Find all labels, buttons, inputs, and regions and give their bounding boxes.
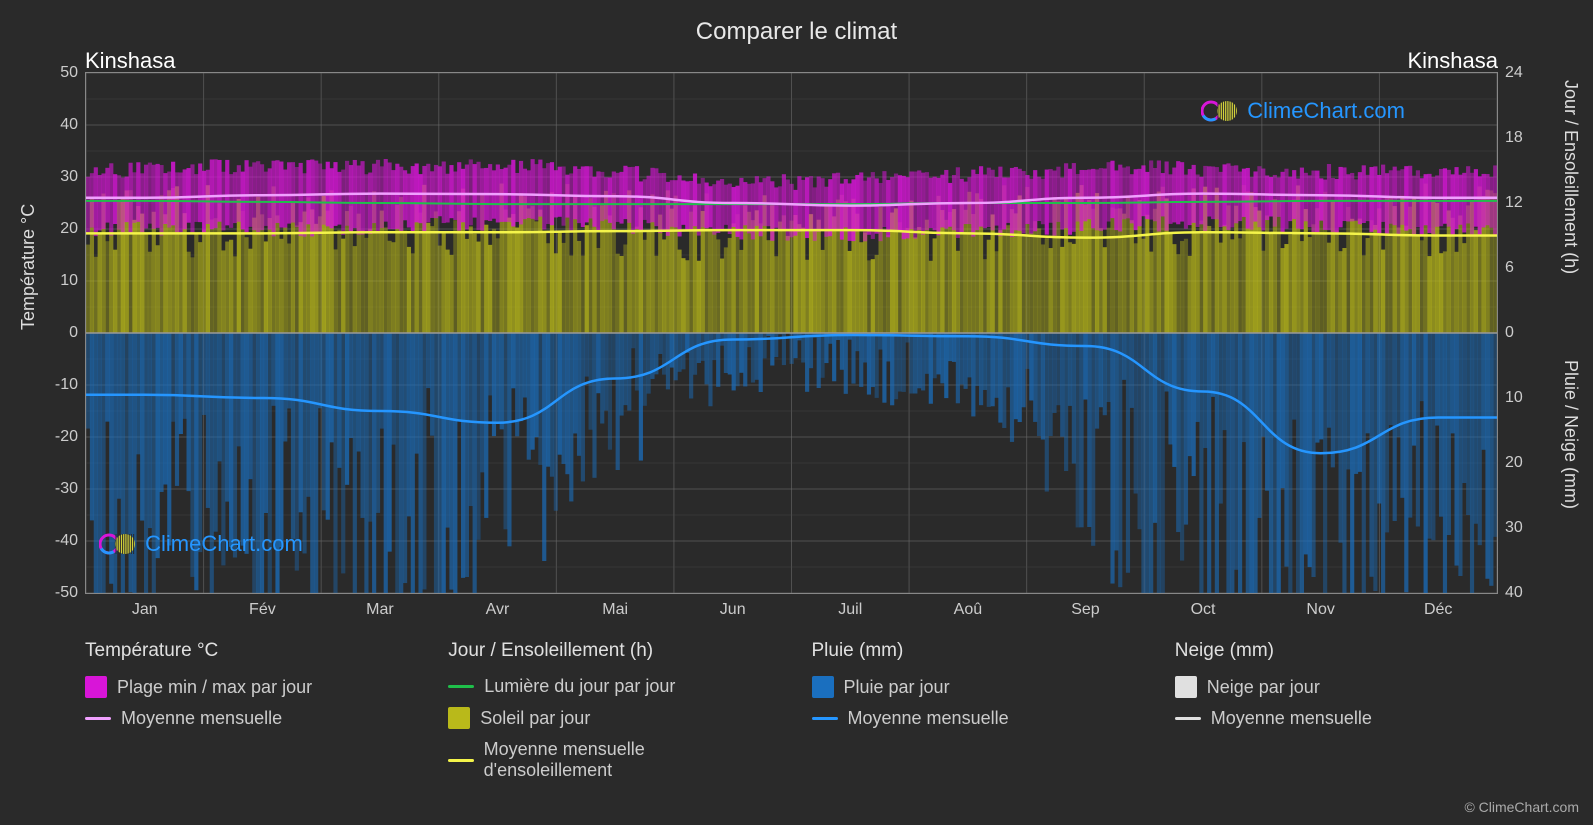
tick-month: Mar bbox=[366, 593, 394, 619]
tick-right-hours: 12 bbox=[1497, 194, 1523, 212]
tick-right-hours: 24 bbox=[1497, 64, 1523, 82]
city-label-right: Kinshasa bbox=[1407, 48, 1498, 74]
legend: Température °C Plage min / max par jour … bbox=[85, 640, 1498, 781]
legend-col-temp: Température °C Plage min / max par jour … bbox=[85, 640, 408, 781]
tick-left: 40 bbox=[60, 116, 86, 134]
legend-label: Moyenne mensuelle bbox=[121, 708, 282, 729]
legend-header-day: Jour / Ensoleillement (h) bbox=[448, 640, 771, 662]
legend-label: Soleil par jour bbox=[480, 708, 590, 729]
y-axis-left-label: Température °C bbox=[18, 204, 39, 330]
tick-left: -50 bbox=[55, 584, 86, 602]
legend-label: Neige par jour bbox=[1207, 677, 1320, 698]
legend-header-rain: Pluie (mm) bbox=[812, 640, 1135, 662]
tick-month: Aoû bbox=[954, 593, 982, 619]
tick-left: 30 bbox=[60, 168, 86, 186]
legend-label: Pluie par jour bbox=[844, 677, 950, 698]
tick-right-hours: 0 bbox=[1497, 324, 1514, 342]
tick-left: -20 bbox=[55, 428, 86, 446]
tick-left: 0 bbox=[69, 324, 86, 342]
tick-left: 50 bbox=[60, 64, 86, 82]
tick-month: Oct bbox=[1191, 593, 1216, 619]
tick-right-mm: 20 bbox=[1497, 454, 1523, 472]
tick-month: Sep bbox=[1071, 593, 1099, 619]
legend-item-daylight: Lumière du jour par jour bbox=[448, 676, 771, 697]
swatch-daylight bbox=[448, 685, 474, 688]
y-axis-right-bottom-label: Pluie / Neige (mm) bbox=[1560, 360, 1581, 509]
tick-month: Jan bbox=[132, 593, 158, 619]
legend-item-rain-daily: Pluie par jour bbox=[812, 676, 1135, 698]
swatch-rain-avg bbox=[812, 717, 838, 720]
tick-month: Fév bbox=[249, 593, 276, 619]
swatch-temp-avg bbox=[85, 717, 111, 720]
legend-col-rain: Pluie (mm) Pluie par jour Moyenne mensue… bbox=[812, 640, 1135, 781]
copyright-text: © ClimeChart.com bbox=[1464, 799, 1579, 815]
tick-month: Avr bbox=[486, 593, 510, 619]
legend-col-snow: Neige (mm) Neige par jour Moyenne mensue… bbox=[1175, 640, 1498, 781]
plot-svg bbox=[86, 73, 1497, 593]
swatch-temp-range bbox=[85, 676, 107, 698]
legend-item-sun-avg: Moyenne mensuelle d'ensoleillement bbox=[448, 739, 771, 781]
swatch-sun-avg bbox=[448, 759, 473, 762]
tick-right-hours: 18 bbox=[1497, 129, 1523, 147]
tick-left: -10 bbox=[55, 376, 86, 394]
legend-item-rain-avg: Moyenne mensuelle bbox=[812, 708, 1135, 729]
swatch-sun bbox=[448, 707, 470, 729]
tick-month: Mai bbox=[602, 593, 628, 619]
y-axis-right-top-label: Jour / Ensoleillement (h) bbox=[1560, 80, 1581, 274]
plot-area: 50403020100-10-20-30-40-5024181260102030… bbox=[85, 72, 1498, 594]
tick-right-mm: 30 bbox=[1497, 519, 1523, 537]
swatch-rain bbox=[812, 676, 834, 698]
tick-right-mm: 10 bbox=[1497, 389, 1523, 407]
legend-label: Moyenne mensuelle bbox=[848, 708, 1009, 729]
legend-item-snow-avg: Moyenne mensuelle bbox=[1175, 708, 1498, 729]
legend-label: Moyenne mensuelle bbox=[1211, 708, 1372, 729]
legend-item-temp-range: Plage min / max par jour bbox=[85, 676, 408, 698]
legend-label: Lumière du jour par jour bbox=[484, 676, 675, 697]
tick-left: -40 bbox=[55, 532, 86, 550]
tick-month: Jun bbox=[720, 593, 746, 619]
legend-item-temp-avg: Moyenne mensuelle bbox=[85, 708, 408, 729]
swatch-snow-avg bbox=[1175, 717, 1201, 720]
swatch-snow bbox=[1175, 676, 1197, 698]
tick-month: Nov bbox=[1306, 593, 1334, 619]
city-label-left: Kinshasa bbox=[85, 48, 176, 74]
tick-left: 20 bbox=[60, 220, 86, 238]
legend-header-snow: Neige (mm) bbox=[1175, 640, 1498, 662]
tick-right-mm: 40 bbox=[1497, 584, 1523, 602]
legend-header-temp: Température °C bbox=[85, 640, 408, 662]
legend-label: Moyenne mensuelle d'ensoleillement bbox=[484, 739, 772, 781]
legend-item-snow-daily: Neige par jour bbox=[1175, 676, 1498, 698]
legend-item-sun: Soleil par jour bbox=[448, 707, 771, 729]
tick-right-hours: 6 bbox=[1497, 259, 1514, 277]
tick-month: Déc bbox=[1424, 593, 1452, 619]
legend-col-day: Jour / Ensoleillement (h) Lumière du jou… bbox=[448, 640, 771, 781]
chart-title: Comparer le climat bbox=[696, 18, 897, 46]
tick-month: Juil bbox=[838, 593, 862, 619]
legend-label: Plage min / max par jour bbox=[117, 677, 312, 698]
tick-left: 10 bbox=[60, 272, 86, 290]
tick-left: -30 bbox=[55, 480, 86, 498]
climate-chart: Comparer le climat Kinshasa Kinshasa Tem… bbox=[0, 0, 1593, 825]
